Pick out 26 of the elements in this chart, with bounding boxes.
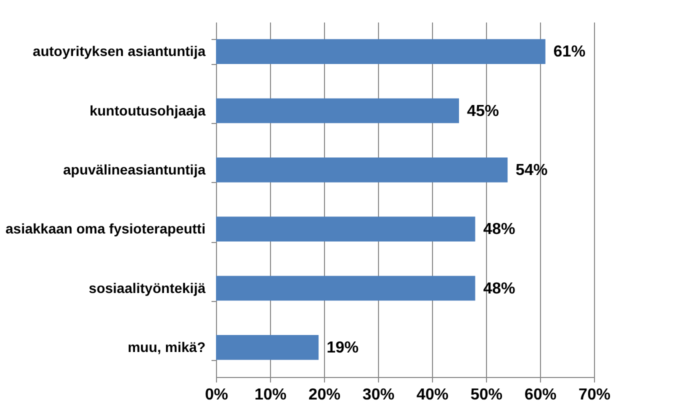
y-tick-label: muu, mikä?	[128, 338, 206, 355]
data-label: 48%	[483, 221, 516, 238]
x-tick-label: 30%	[362, 386, 395, 404]
y-tick-label: autoyrityksen asiantuntija	[32, 43, 206, 60]
bar	[216, 216, 476, 242]
bar	[216, 276, 476, 301]
data-label: 48%	[483, 280, 516, 298]
x-tick-label: 40%	[416, 386, 449, 404]
data-label: 54%	[516, 162, 548, 179]
x-tick-label: 0%	[204, 386, 228, 404]
x-tick-label: 50%	[470, 386, 503, 404]
bar	[216, 98, 459, 124]
bar	[216, 334, 319, 360]
x-tick-label: 60%	[524, 386, 557, 404]
data-label: 45%	[467, 102, 500, 120]
y-tick-label: sosiaalityöntekijä	[88, 280, 206, 296]
x-tick-label: 70%	[578, 386, 611, 404]
bar	[216, 157, 508, 182]
y-tick-label: apuvälineasiantuntija	[63, 161, 206, 178]
data-label: 19%	[326, 339, 359, 356]
y-tick-label: asiakkaan oma fysioterapeutti	[6, 220, 206, 237]
data-label: 61%	[553, 44, 586, 61]
bar	[216, 39, 546, 64]
x-tick-label: 20%	[308, 386, 341, 404]
x-tick-label: 10%	[254, 386, 287, 404]
y-tick-label: kuntoutusohjaaja	[90, 102, 206, 118]
